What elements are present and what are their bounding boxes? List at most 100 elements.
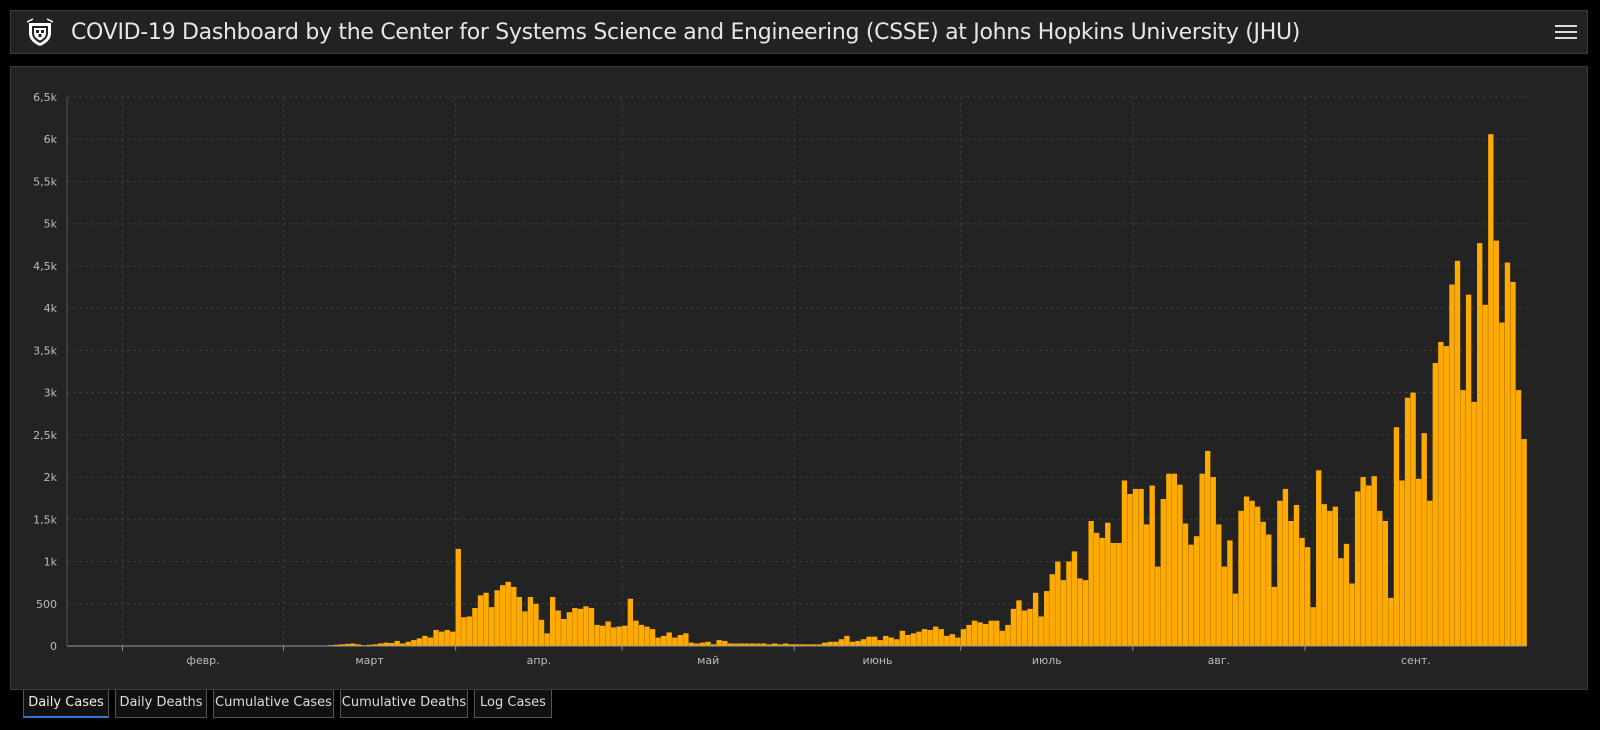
bar[interactable]	[1504, 262, 1511, 646]
bar[interactable]	[1038, 616, 1044, 646]
bar[interactable]	[727, 643, 733, 646]
bar[interactable]	[1027, 608, 1033, 646]
bar[interactable]	[1415, 478, 1422, 646]
bar[interactable]	[1060, 580, 1067, 646]
bar[interactable]	[683, 633, 689, 646]
bar[interactable]	[555, 610, 561, 646]
bar[interactable]	[1221, 566, 1228, 646]
bar[interactable]	[572, 607, 578, 646]
bar[interactable]	[461, 617, 467, 646]
bar[interactable]	[355, 644, 362, 646]
bar[interactable]	[1410, 392, 1416, 646]
bar[interactable]	[1238, 510, 1244, 646]
bar[interactable]	[849, 641, 856, 646]
bar[interactable]	[1304, 547, 1311, 646]
bar[interactable]	[1515, 390, 1522, 646]
bar[interactable]	[438, 631, 445, 646]
bar[interactable]	[710, 644, 717, 646]
bar[interactable]	[883, 635, 889, 646]
bar[interactable]	[927, 629, 933, 646]
bar[interactable]	[638, 624, 645, 646]
bar[interactable]	[810, 644, 817, 646]
bar[interactable]	[877, 640, 883, 646]
bar[interactable]	[666, 632, 672, 646]
bar[interactable]	[566, 612, 572, 646]
bar[interactable]	[971, 620, 978, 646]
bar[interactable]	[672, 637, 678, 646]
bar[interactable]	[1071, 551, 1078, 646]
bar[interactable]	[644, 626, 650, 646]
bar[interactable]	[599, 625, 606, 646]
bar[interactable]	[788, 644, 795, 646]
bar[interactable]	[1371, 476, 1377, 646]
bar[interactable]	[1271, 586, 1277, 646]
bar[interactable]	[1282, 488, 1289, 646]
bar[interactable]	[1055, 561, 1061, 646]
bar[interactable]	[1010, 608, 1017, 646]
bar[interactable]	[755, 643, 761, 646]
bar[interactable]	[744, 643, 750, 646]
bar[interactable]	[1460, 390, 1466, 646]
bar[interactable]	[733, 643, 739, 646]
bar[interactable]	[855, 640, 861, 646]
bar[interactable]	[766, 644, 772, 646]
bar[interactable]	[1210, 477, 1216, 646]
bar[interactable]	[455, 548, 461, 646]
bar[interactable]	[860, 639, 867, 646]
bar[interactable]	[1110, 542, 1117, 646]
bar[interactable]	[488, 607, 495, 646]
bar[interactable]	[944, 635, 950, 646]
bar[interactable]	[699, 642, 706, 646]
bar[interactable]	[372, 644, 378, 646]
bar[interactable]	[1349, 583, 1355, 646]
bar[interactable]	[411, 640, 417, 646]
bar[interactable]	[1393, 427, 1400, 646]
bar[interactable]	[511, 586, 517, 646]
bar[interactable]	[1293, 504, 1300, 646]
bar[interactable]	[1155, 566, 1161, 646]
bar[interactable]	[350, 643, 356, 646]
bar[interactable]	[1421, 433, 1427, 646]
bar[interactable]	[1105, 522, 1111, 646]
bar[interactable]	[844, 635, 850, 646]
bar[interactable]	[1177, 484, 1183, 646]
bar[interactable]	[533, 603, 539, 646]
bar[interactable]	[1338, 558, 1344, 646]
bar[interactable]	[799, 644, 806, 646]
bar[interactable]	[1465, 294, 1472, 646]
bar[interactable]	[1088, 520, 1094, 646]
bar[interactable]	[1310, 607, 1316, 646]
bar[interactable]	[1077, 578, 1083, 646]
bar[interactable]	[505, 581, 511, 646]
bar[interactable]	[1377, 510, 1383, 646]
bar[interactable]	[688, 642, 695, 646]
bar[interactable]	[749, 643, 756, 646]
bar[interactable]	[500, 585, 506, 646]
bar[interactable]	[1454, 260, 1461, 646]
bar[interactable]	[905, 635, 911, 646]
bar[interactable]	[1116, 542, 1122, 646]
bar[interactable]	[388, 643, 395, 646]
bar[interactable]	[377, 643, 384, 646]
bar[interactable]	[660, 635, 667, 646]
bar[interactable]	[1193, 536, 1200, 646]
tab-daily-deaths[interactable]: Daily Deaths	[115, 690, 207, 718]
bar[interactable]	[1510, 281, 1516, 646]
bar[interactable]	[405, 641, 411, 646]
bar[interactable]	[594, 624, 600, 646]
bar[interactable]	[1138, 488, 1144, 646]
bar[interactable]	[827, 641, 833, 646]
bar[interactable]	[938, 629, 944, 646]
bar[interactable]	[649, 629, 656, 646]
bar[interactable]	[1427, 500, 1433, 646]
bar[interactable]	[716, 640, 722, 646]
bar[interactable]	[344, 643, 350, 646]
bar[interactable]	[400, 643, 406, 646]
bar[interactable]	[805, 644, 811, 646]
bar[interactable]	[1277, 500, 1283, 646]
bar[interactable]	[1127, 493, 1133, 646]
bar[interactable]	[522, 611, 528, 646]
bar[interactable]	[694, 643, 700, 646]
bar[interactable]	[1121, 480, 1128, 646]
bar[interactable]	[1160, 499, 1166, 646]
